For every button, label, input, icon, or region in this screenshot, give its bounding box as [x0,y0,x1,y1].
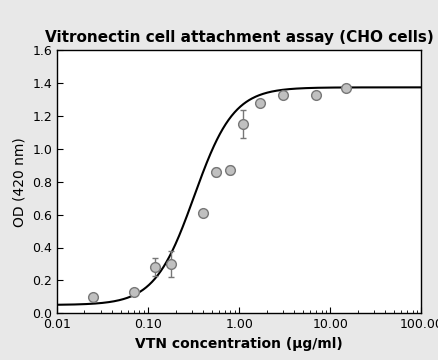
X-axis label: VTN concentration (μg/ml): VTN concentration (μg/ml) [135,337,343,351]
Title: Vitronectin cell attachment assay (CHO cells): Vitronectin cell attachment assay (CHO c… [45,30,433,45]
Y-axis label: OD (420 nm): OD (420 nm) [13,137,27,227]
